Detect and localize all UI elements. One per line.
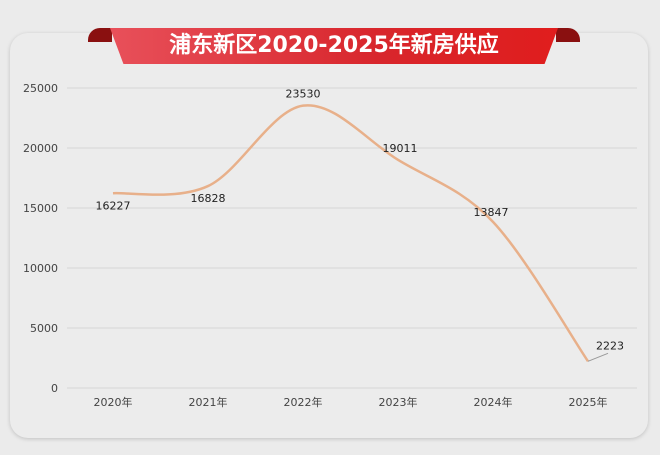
x-tick-label: 2025年 [569, 395, 608, 409]
series-line [112, 104, 590, 363]
y-tick-label: 15000 [23, 202, 58, 215]
title-ribbon: 浦东新区2020-2025年新房供应 [88, 22, 580, 68]
data-label: 2223 [596, 339, 624, 352]
chart-card [10, 33, 648, 438]
y-tick-label: 5000 [30, 322, 58, 335]
x-tick-label: 2023年 [379, 395, 418, 409]
data-label: 16828 [191, 192, 226, 205]
y-tick-label: 20000 [23, 142, 58, 155]
x-tick-label: 2021年 [189, 395, 228, 409]
data-label: 19011 [383, 142, 418, 155]
y-tick-label: 10000 [23, 262, 58, 275]
ribbon-fold-left [88, 28, 112, 42]
ribbon-band [110, 28, 558, 64]
ribbon-fold-right [556, 28, 580, 42]
chart-title: 浦东新区2020-2025年新房供应 [169, 33, 499, 58]
data-label-leader [587, 352, 609, 362]
data-label: 23530 [286, 88, 321, 101]
x-tick-label: 2024年 [474, 395, 513, 409]
y-tick-label: 25000 [23, 82, 58, 95]
x-tick-label: 2020年 [94, 395, 133, 409]
x-tick-label: 2022年 [284, 395, 323, 409]
data-label: 16227 [96, 199, 131, 212]
data-label: 13847 [474, 206, 509, 219]
y-tick-label: 0 [51, 382, 58, 395]
